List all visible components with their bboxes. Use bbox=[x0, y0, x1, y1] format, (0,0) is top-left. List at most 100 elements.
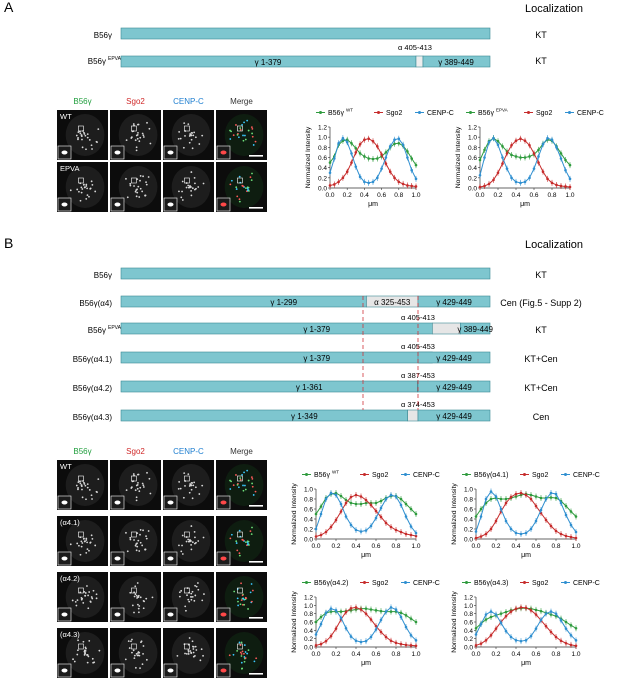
x-tick-label: 0.2 bbox=[331, 543, 340, 550]
data-point bbox=[559, 639, 563, 643]
data-point bbox=[319, 642, 323, 646]
y-tick-label: 0.2 bbox=[468, 175, 477, 182]
micrograph-spot bbox=[242, 603, 244, 606]
micrograph-spot bbox=[189, 483, 192, 485]
micrograph-spot bbox=[250, 600, 253, 603]
data-point bbox=[349, 501, 353, 505]
micrograph-spot bbox=[145, 658, 148, 661]
data-point bbox=[410, 184, 414, 188]
micrograph-spot bbox=[145, 537, 148, 540]
x-tick-label: 0.8 bbox=[551, 543, 560, 550]
data-point bbox=[564, 620, 568, 624]
data-point bbox=[569, 624, 573, 627]
panel-a-construct-2-localization: KT bbox=[535, 56, 547, 66]
micrograph-spot bbox=[135, 594, 138, 597]
data-point bbox=[384, 521, 388, 525]
micrograph-spot bbox=[85, 539, 88, 541]
micrograph-spot bbox=[193, 481, 196, 484]
data-point bbox=[569, 510, 573, 513]
micrograph-spot bbox=[87, 655, 90, 658]
legend-superscript: WT bbox=[346, 108, 353, 113]
data-point bbox=[358, 152, 362, 155]
data-point bbox=[529, 497, 533, 501]
panel-b-construct-bar bbox=[120, 267, 491, 280]
data-point bbox=[489, 497, 493, 501]
data-point bbox=[494, 613, 498, 616]
micrograph-spot bbox=[192, 484, 195, 487]
panel-b-construct-right-label: γ 429-449 bbox=[436, 298, 472, 307]
micrograph-spot bbox=[130, 640, 132, 643]
micrograph-spot bbox=[190, 138, 193, 141]
legend-swatch-dot bbox=[377, 111, 380, 114]
micrograph-spot bbox=[202, 536, 205, 539]
micrograph-spot bbox=[86, 661, 89, 664]
micrograph-roi-box bbox=[237, 643, 243, 650]
data-point bbox=[519, 156, 522, 159]
micrograph-spot bbox=[181, 553, 184, 555]
y-tick-label: 0.0 bbox=[464, 537, 473, 544]
y-tick-label: 1.0 bbox=[464, 487, 473, 494]
micrograph-spot bbox=[190, 592, 193, 595]
micrograph-inset-signal bbox=[220, 668, 227, 673]
data-point bbox=[371, 180, 375, 184]
micrograph-spot bbox=[146, 471, 148, 474]
micrograph-spot bbox=[142, 652, 144, 655]
micrograph-spot bbox=[141, 190, 144, 193]
micrograph-spot bbox=[71, 599, 74, 602]
micrograph-spot bbox=[137, 611, 140, 614]
micrograph-spot bbox=[191, 497, 194, 500]
data-point bbox=[399, 615, 403, 619]
data-point bbox=[380, 167, 383, 170]
legend-superscript: WT bbox=[332, 470, 339, 475]
data-point bbox=[484, 613, 488, 616]
data-point bbox=[568, 163, 572, 167]
data-point bbox=[564, 185, 567, 188]
data-point bbox=[487, 140, 491, 144]
data-point bbox=[393, 142, 396, 146]
micrograph-roi-box bbox=[184, 125, 190, 132]
data-point bbox=[559, 152, 563, 155]
micrograph-spot bbox=[187, 653, 190, 655]
data-point bbox=[549, 524, 553, 528]
data-point bbox=[559, 532, 563, 536]
micrograph-cell bbox=[224, 576, 264, 618]
data-point bbox=[529, 609, 533, 612]
legend-swatch-dot bbox=[465, 473, 468, 476]
y-tick-label: 0.6 bbox=[304, 507, 313, 514]
data-point bbox=[504, 614, 508, 618]
micrograph-spot bbox=[88, 139, 91, 141]
micrograph-spot bbox=[251, 128, 254, 130]
data-point bbox=[314, 512, 318, 516]
micrograph-spot bbox=[178, 131, 181, 133]
micrograph-spot bbox=[183, 122, 186, 125]
micrograph-spot bbox=[190, 548, 193, 551]
data-point bbox=[544, 624, 548, 628]
micrograph-spot bbox=[85, 537, 88, 540]
micrograph-spot bbox=[188, 600, 191, 603]
micrograph-spot bbox=[139, 596, 142, 599]
data-point bbox=[344, 501, 348, 505]
micrograph-spot bbox=[75, 604, 78, 607]
panel-b-construct-bar-left bbox=[120, 351, 433, 364]
micrograph-spot bbox=[236, 597, 239, 600]
micrograph-spot bbox=[185, 540, 188, 543]
micrograph-spot bbox=[202, 654, 204, 657]
micrograph-spot bbox=[190, 544, 192, 546]
x-tick-label: 0.6 bbox=[371, 543, 380, 550]
micrograph-spot bbox=[139, 486, 142, 489]
micrograph-spot bbox=[247, 479, 250, 482]
micrograph-spot bbox=[179, 137, 182, 140]
data-point bbox=[569, 643, 573, 647]
micrograph-roi-box bbox=[237, 177, 243, 184]
micrograph-roi-box bbox=[78, 531, 84, 538]
y-axis-label: Normalized Intensity bbox=[451, 591, 458, 653]
micrograph-row-label: WT bbox=[60, 112, 72, 121]
data-point bbox=[509, 495, 513, 499]
data-point bbox=[564, 534, 568, 538]
x-tick-label: 0.6 bbox=[531, 651, 540, 658]
micrograph-spot bbox=[139, 175, 142, 177]
data-point bbox=[328, 171, 332, 175]
x-tick-label: 0.6 bbox=[377, 192, 386, 199]
panel-b-construct-name: B56γ(α4.1) bbox=[73, 355, 113, 364]
data-point bbox=[504, 501, 508, 505]
